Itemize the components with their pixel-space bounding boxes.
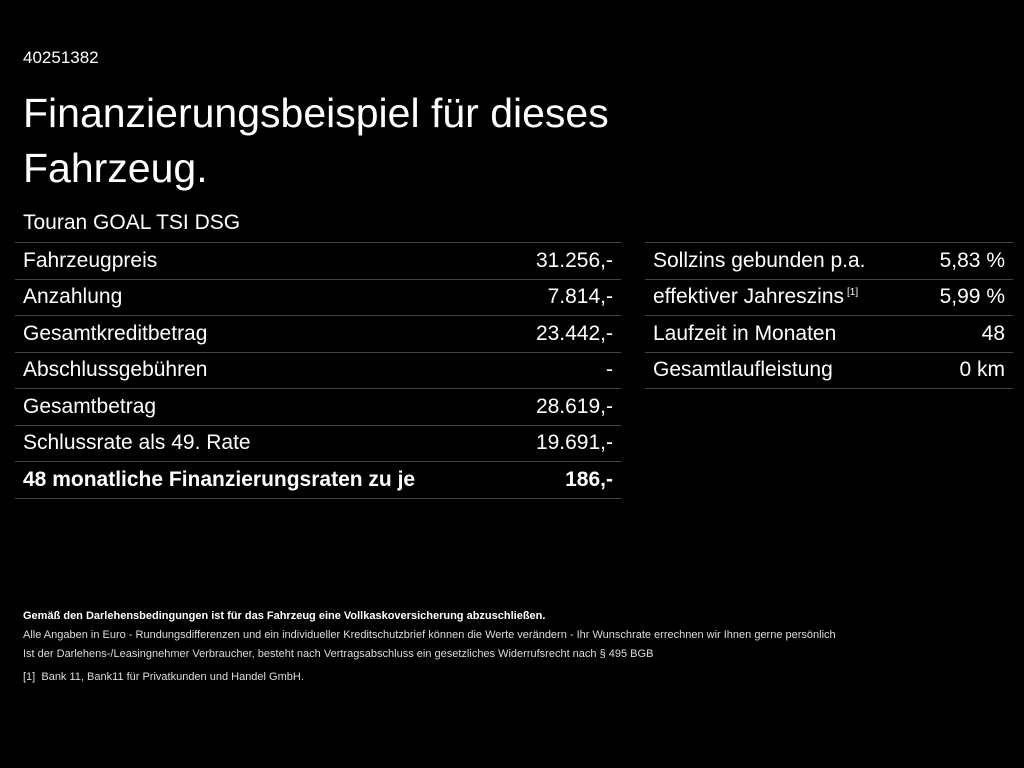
- row-label: Gesamtlaufleistung: [653, 358, 833, 382]
- table-row: Gesamtbetrag 28.619,-: [15, 389, 621, 426]
- footnote-mark: [1]: [23, 671, 36, 683]
- table-row: Gesamtkreditbetrag 23.442,-: [15, 316, 621, 353]
- table-row: Anzahlung 7.814,-: [15, 280, 621, 316]
- page-title: Finanzierungsbeispiel für dieses Fahrzeu…: [23, 90, 609, 191]
- row-value: 48: [981, 321, 1005, 345]
- row-value: 5,99 %: [939, 285, 1005, 309]
- row-label: Gesamtkreditbetrag: [23, 321, 208, 345]
- insurance-note: Gemäß den Darlehensbedingungen ist für d…: [23, 610, 546, 622]
- table-row: Gesamtlaufleistung 0 km: [645, 353, 1013, 389]
- footnote-text: Bank 11, Bank11 für Privatkunden und Han…: [41, 671, 304, 683]
- footnote-ref: [1]: [847, 287, 859, 299]
- table-row: Fahrzeugpreis 31.256,-: [15, 243, 621, 280]
- table-row: effektiver Jahreszins [1] 5,99 %: [645, 280, 1013, 316]
- row-label: Gesamtbetrag: [23, 394, 157, 418]
- table-row: Abschlussgebühren -: [15, 353, 621, 389]
- row-value: 31.256,-: [535, 248, 613, 272]
- row-label: effektiver Jahreszins: [653, 285, 845, 309]
- row-value: 19.691,-: [535, 431, 613, 455]
- row-value: -: [606, 358, 613, 382]
- offer-id: 40251382: [23, 48, 99, 67]
- footer-notes: Gemäß den Darlehensbedingungen ist für d…: [23, 607, 836, 687]
- row-label: 48 monatliche Finanzierungsraten zu je: [23, 467, 416, 491]
- row-value: 5,83 %: [939, 248, 1005, 272]
- row-label: Schlussrate als 49. Rate: [23, 431, 251, 455]
- table-row: Sollzins gebunden p.a. 5,83 %: [645, 243, 1013, 280]
- footnote: [1] Bank 11, Bank11 für Privatkunden und…: [23, 668, 836, 687]
- row-label: Sollzins gebunden p.a.: [653, 248, 866, 272]
- row-label: Abschlussgebühren: [23, 358, 208, 382]
- row-label: Laufzeit in Monaten: [653, 321, 837, 345]
- row-value: 28.619,-: [535, 394, 613, 418]
- note-2: Ist der Darlehens-/Leasingnehmer Verbrau…: [23, 648, 654, 660]
- vehicle-model: Touran GOAL TSI DSG: [23, 211, 241, 234]
- row-value: 186,-: [565, 467, 613, 491]
- monthly-rate-row: 48 monatliche Finanzierungsraten zu je 18…: [15, 462, 621, 499]
- row-label: Anzahlung: [23, 285, 123, 309]
- table-row: Schlussrate als 49. Rate 19.691,-: [15, 426, 621, 462]
- row-value: 0 km: [959, 358, 1005, 382]
- table-row: Laufzeit in Monaten 48: [645, 316, 1013, 353]
- note-1: Alle Angaben in Euro - Rundungsdifferenz…: [23, 629, 836, 641]
- row-value: 23.442,-: [535, 321, 613, 345]
- row-label: Fahrzeugpreis: [23, 248, 158, 272]
- financing-table: Fahrzeugpreis 31.256,- Anzahlung 7.814,- G…: [15, 242, 621, 499]
- terms-table: Sollzins gebunden p.a. 5,83 % effektiver …: [645, 242, 1013, 389]
- row-value: 7.814,-: [547, 285, 613, 309]
